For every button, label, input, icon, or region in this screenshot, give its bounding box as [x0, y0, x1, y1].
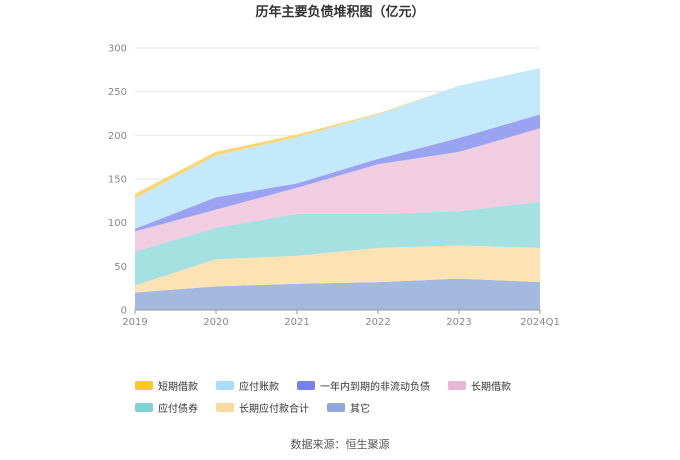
x-tick-label: 2019: [122, 317, 147, 328]
area-series-2: [135, 201, 540, 286]
x-tick-label: 2022: [365, 317, 390, 328]
area-series-0: [135, 278, 540, 310]
y-tick-label: 100: [108, 218, 127, 229]
legend-label: 短期借款: [158, 381, 198, 393]
area-series-4: [135, 114, 540, 232]
data-source: 数据来源：恒生聚源: [290, 438, 390, 451]
y-tick-label: 50: [114, 262, 127, 273]
y-tick-label: 150: [108, 175, 127, 186]
area-series-3: [135, 128, 540, 252]
legend-item[interactable]: 短期借款: [135, 378, 198, 393]
y-tick-label: 300: [108, 44, 127, 55]
chart-title: 历年主要负债堆积图（亿元）: [255, 4, 424, 20]
axis-layer: 0 50 100 150 200 250 300 2019 2020 2021 2022 2023 20…: [108, 44, 560, 329]
x-tick-label: 2020: [203, 317, 228, 328]
x-tick-label: 2023: [446, 317, 471, 328]
legend-swatch: [448, 380, 466, 390]
legend-swatch: [216, 402, 234, 412]
x-tick-label: 2021: [284, 317, 309, 328]
area-layer: [135, 68, 540, 310]
legend-label: 长期应付款合计: [239, 403, 309, 415]
legend-item[interactable]: 其它: [327, 400, 370, 415]
area-series-5: [135, 68, 540, 229]
legend-label: 一年内到期的非流动负债: [320, 381, 430, 393]
legend-label: 长期借款: [471, 381, 511, 393]
legend-item[interactable]: 一年内到期的非流动负债: [297, 378, 430, 393]
legend-label: 应付债券: [158, 403, 198, 415]
y-tick-label: 0: [121, 306, 127, 317]
y-tick-label: 200: [108, 131, 127, 142]
area-series-1: [135, 245, 540, 293]
legend-swatch: [216, 380, 234, 390]
legend-label: 应付账款: [239, 381, 279, 393]
legend: 短期借款 应付账款 一年内到期的非流动负债 长期借款应付债券 长期应付款合计 其它: [135, 378, 575, 415]
legend-label: 其它: [350, 403, 370, 415]
legend-swatch: [135, 380, 153, 390]
y-tick-label: 250: [108, 87, 127, 98]
legend-item[interactable]: 长期借款: [448, 378, 511, 393]
legend-swatch: [135, 402, 153, 412]
legend-swatch: [327, 402, 345, 412]
legend-swatch: [297, 380, 315, 390]
legend-item[interactable]: 应付债券: [135, 400, 198, 415]
x-tick-label: 2024Q1: [520, 317, 560, 328]
legend-item[interactable]: 长期应付款合计: [216, 400, 309, 415]
legend-item[interactable]: 应付账款: [216, 378, 279, 393]
